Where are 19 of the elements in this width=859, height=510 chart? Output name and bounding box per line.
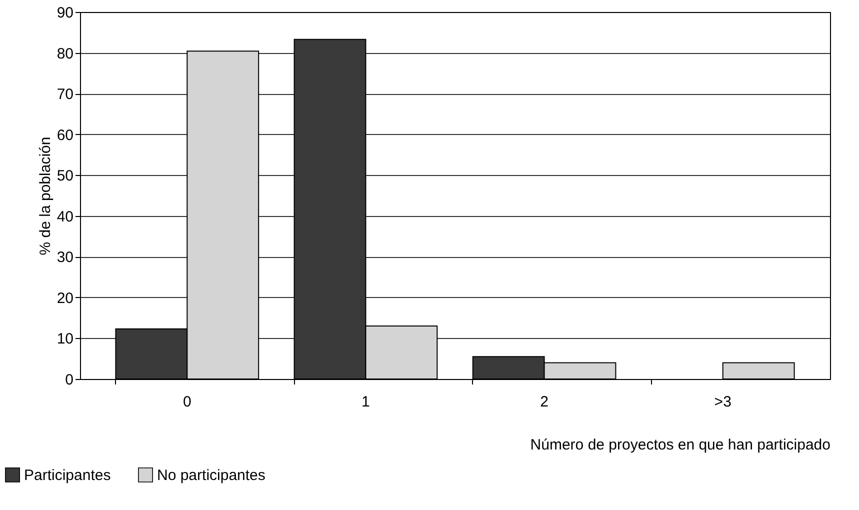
y-tick-label: 30 xyxy=(56,249,74,266)
y-tick-label: 90 xyxy=(56,4,74,22)
y-tick-label: 10 xyxy=(56,330,74,348)
x-tick-label: 2 xyxy=(540,394,548,410)
legend-label: Participantes xyxy=(24,466,111,484)
y-tick-label: 50 xyxy=(56,168,74,185)
y-tick-label: 80 xyxy=(56,45,74,62)
legend-label: No participantes xyxy=(157,466,266,484)
x-axis-title: Número de proyectos en que han participado xyxy=(530,436,830,454)
y-tick-label: 60 xyxy=(56,126,74,144)
x-tick-label: 1 xyxy=(362,394,370,410)
y-tick-label: 40 xyxy=(56,208,74,226)
bar xyxy=(722,362,795,380)
y-tick-label: 20 xyxy=(56,290,74,307)
y-tick-label: 70 xyxy=(56,86,74,104)
x-tick-label: >3 xyxy=(714,394,732,410)
x-tick-label: 0 xyxy=(182,394,192,410)
y-tick-label: 0 xyxy=(65,372,74,388)
y-axis-title: % de la población xyxy=(36,136,54,256)
